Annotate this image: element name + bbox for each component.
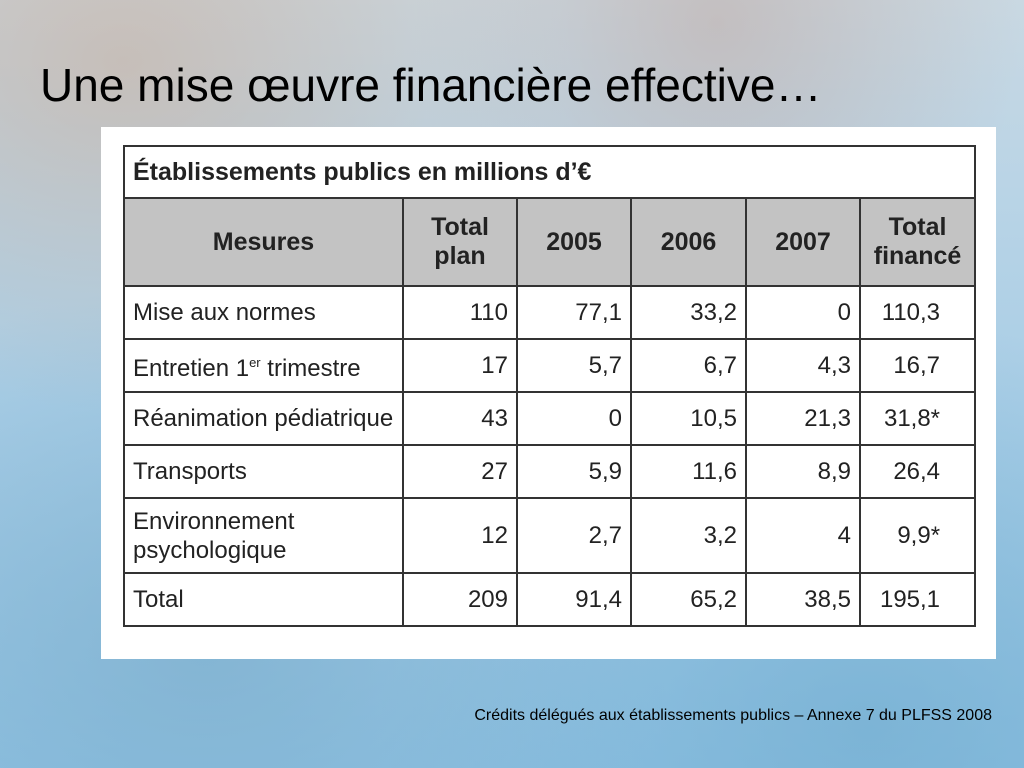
row-label: Transports xyxy=(123,444,404,499)
cell-2005: 77,1 xyxy=(516,285,632,340)
column-header-total-finance: Total financé xyxy=(858,197,977,287)
table-row-total: Total 209 91,4 65,2 38,5 195,1 xyxy=(123,572,977,627)
data-table: Établissements publics en millions d’€ M… xyxy=(122,145,977,627)
cell-2005: 5,9 xyxy=(516,444,632,499)
label-text: Environnement xyxy=(133,507,295,535)
cell-2006: 65,2 xyxy=(630,572,747,627)
table-caption: Établissements publics en millions d’€ xyxy=(122,145,977,199)
table-caption-row: Établissements publics en millions d’€ xyxy=(122,145,977,199)
cell-total-plan: 17 xyxy=(402,338,518,393)
header-line: Total xyxy=(431,213,489,241)
cell-total-plan: 43 xyxy=(402,391,518,446)
column-header-2006: 2006 xyxy=(630,197,747,287)
table-row: Entretien 1er trimestre 17 5,7 6,7 4,3 1… xyxy=(123,338,977,393)
cell-total-plan: 12 xyxy=(402,497,518,574)
cell-2006: 33,2 xyxy=(630,285,747,340)
table-row: Transports 27 5,9 11,6 8,9 26,4 xyxy=(123,444,977,499)
header-line: financé xyxy=(873,242,962,270)
cell-total-plan: 27 xyxy=(402,444,518,499)
cell-2005: 5,7 xyxy=(516,338,632,393)
row-label: Entretien 1er trimestre xyxy=(123,338,404,393)
cell-total-plan: 209 xyxy=(402,572,518,627)
column-header-2007: 2007 xyxy=(745,197,861,287)
cell-total-finance: 9,9* xyxy=(858,497,977,574)
label-text: trimestre xyxy=(260,355,361,382)
cell-2005: 91,4 xyxy=(516,572,632,627)
label-superscript: er xyxy=(249,355,261,370)
header-line: plan xyxy=(434,242,486,270)
cell-2006: 6,7 xyxy=(630,338,747,393)
cell-2007: 38,5 xyxy=(745,572,861,627)
table-panel: Établissements publics en millions d’€ M… xyxy=(101,127,996,659)
cell-total-finance: 31,8* xyxy=(858,391,977,446)
cell-total-finance: 110,3 xyxy=(858,285,977,340)
cell-2007: 8,9 xyxy=(745,444,861,499)
cell-2006: 10,5 xyxy=(630,391,747,446)
table-row: Réanimation pédiatrique 43 0 10,5 21,3 3… xyxy=(123,391,977,446)
row-label: Total xyxy=(123,572,404,627)
cell-total-plan: 110 xyxy=(402,285,518,340)
slide-title: Une mise œuvre financière effective… xyxy=(40,59,822,111)
cell-2006: 3,2 xyxy=(630,497,747,574)
cell-total-finance: 16,7 xyxy=(858,338,977,393)
label-text: Entretien 1 xyxy=(133,355,250,382)
row-label: Environnement psychologique xyxy=(123,497,404,574)
table-row: Mise aux normes 110 77,1 33,2 0 110,3 xyxy=(123,285,977,340)
column-header-mesures: Mesures xyxy=(123,197,404,287)
cell-2007: 0 xyxy=(745,285,861,340)
table-header-row: Mesures Total plan 2005 2006 2007 Total fi… xyxy=(123,197,977,287)
cell-2005: 2,7 xyxy=(516,497,632,574)
cell-2006: 11,6 xyxy=(630,444,747,499)
label-text: psychologique xyxy=(133,536,287,564)
cell-2005: 0 xyxy=(516,391,632,446)
cell-2007: 21,3 xyxy=(745,391,861,446)
row-label: Réanimation pédiatrique xyxy=(123,391,404,446)
cell-total-finance: 195,1 xyxy=(858,572,977,627)
table-row: Environnement psychologique 12 2,7 3,2 4 … xyxy=(123,497,977,574)
cell-total-finance: 26,4 xyxy=(858,444,977,499)
credits-footnote: Crédits délégués aux établissements publ… xyxy=(474,707,992,724)
header-line: Total xyxy=(888,213,947,241)
column-header-2005: 2005 xyxy=(516,197,632,287)
column-header-total-plan: Total plan xyxy=(402,197,518,287)
cell-2007: 4,3 xyxy=(745,338,861,393)
cell-2007: 4 xyxy=(745,497,861,574)
row-label: Mise aux normes xyxy=(123,285,404,340)
